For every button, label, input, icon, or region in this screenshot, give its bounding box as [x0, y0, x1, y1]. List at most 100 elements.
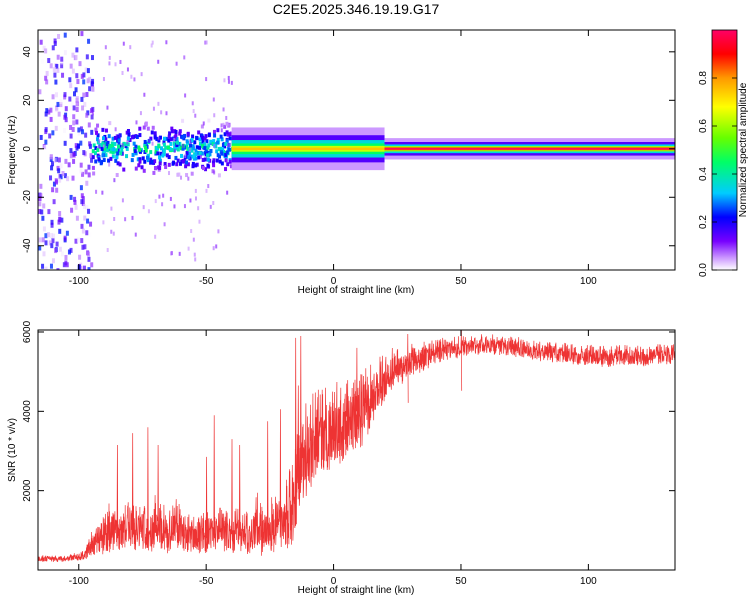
spectrogram-cell: [212, 139, 216, 144]
spectrogram-cell: [207, 133, 211, 138]
spectrogram-cell: [58, 177, 62, 183]
spectrogram-cell: [225, 150, 229, 155]
spectrogram-cell: [71, 52, 75, 58]
spectrogram-cell: [67, 162, 71, 168]
spectrogram-cell: [69, 63, 73, 69]
spectrogram-cell: [159, 151, 163, 156]
spectrogram-cell: [113, 135, 117, 140]
spectrogram-cell: [175, 137, 179, 142]
spectrogram-cell: [153, 134, 157, 139]
spectrogram-cell: [112, 147, 116, 152]
spectrogram-cell: [45, 108, 49, 114]
spectrogram-cell: [87, 267, 91, 270]
spectrogram-cell: [133, 77, 136, 82]
spectrogram-cell: [128, 137, 132, 142]
spectrogram-cell: [227, 123, 231, 128]
spectrogram-cell: [81, 196, 85, 202]
spectrogram-cell: [63, 32, 67, 38]
spectrogram-cell: [121, 198, 124, 203]
spectrogram-heatmap: [38, 31, 675, 270]
spectrogram-cell: [41, 215, 45, 221]
spectrogram-cell: [164, 145, 168, 150]
spectrogram-cell: [73, 196, 77, 202]
spectrogram-cell: [71, 151, 75, 157]
spectrogram-cell: [38, 89, 42, 95]
spectrogram-cell: [78, 254, 82, 260]
spectrogram-cell: [204, 134, 208, 139]
spectrogram-cell: [63, 50, 67, 56]
spectrogram-cell: [60, 217, 64, 223]
spectrogram-cell: [204, 167, 208, 172]
spectrogram-cell: [62, 127, 66, 133]
spectrogram-cell: [203, 136, 207, 141]
spectrogram-cell: [81, 171, 85, 177]
y-tick-label: 4000: [22, 400, 33, 423]
spectrogram-cell: [85, 205, 89, 211]
y-tick-label: -40: [22, 238, 33, 253]
spectrogram-cell: [190, 148, 194, 153]
spectrogram-cell: [42, 203, 46, 209]
y-tick-label: 0: [22, 146, 33, 152]
spectrogram-cell: [72, 120, 76, 126]
spectrogram-cell: [196, 150, 200, 155]
spectrogram-cell: [181, 118, 185, 123]
spectrogram-cell: [143, 143, 147, 148]
spectrogram-cell: [77, 127, 81, 133]
spectrogram-cell: [131, 152, 135, 157]
spectrogram-cell: [71, 68, 75, 74]
spectrogram-cell: [223, 78, 226, 83]
spectrogram-cell: [191, 101, 194, 106]
spectrogram-cell: [56, 101, 60, 107]
spectrogram-cell: [39, 183, 43, 189]
spectrogram-cell: [209, 204, 212, 209]
spectrogram-cell: [193, 252, 196, 257]
spectrogram-cell: [121, 143, 124, 148]
spectrogram-cell: [213, 113, 216, 118]
spectrogram-cell: [217, 173, 221, 178]
spectrogram-cell: [48, 240, 52, 246]
spectrogram-cell: [181, 135, 185, 140]
spectrogram-cell: [194, 151, 198, 156]
spectrogram-cell: [43, 144, 47, 150]
spectrogram-cell: [219, 134, 223, 139]
spectrogram-cell: [51, 238, 55, 244]
spectrogram-cell: [203, 157, 207, 162]
spectrogram-cell: [220, 123, 223, 128]
y-tick-label: -20: [22, 190, 33, 205]
spectrogram-cell: [194, 163, 198, 168]
spectrogram-cell: [39, 134, 43, 140]
spectrogram-cell: [63, 140, 67, 146]
spectrogram-cell: [101, 153, 105, 158]
spectrogram-cell: [185, 139, 189, 144]
spectrogram-cell: [57, 168, 61, 174]
spectrogram-cell: [101, 141, 105, 146]
spectrogram-cell: [205, 188, 208, 193]
spectrogram-cell: [110, 206, 113, 211]
spectrogram-cell: [44, 233, 48, 239]
spectrogram-cell: [206, 163, 210, 168]
spectrogram-cell: [189, 139, 192, 144]
spectrogram-cell: [175, 143, 179, 148]
spectrogram-cell: [139, 111, 142, 116]
spectrogram-cell: [72, 114, 76, 120]
spectrogram-cell: [75, 119, 79, 125]
spectrogram-cell: [205, 77, 208, 82]
spectrogram-cell: [198, 137, 202, 142]
spectrogram-axes: -100 -50 0 50 100 -40 -20 0 20 40: [22, 30, 675, 287]
spectrogram-cell: [98, 145, 101, 150]
spectrogram-cell: [90, 262, 94, 268]
spectrogram-cell: [206, 157, 210, 162]
spectrogram-cell: [224, 152, 228, 157]
spectrogram-cell: [221, 147, 225, 152]
spectrogram-cell: [194, 257, 197, 262]
spectrogram-cell: [198, 151, 202, 156]
spectrogram-cell: [136, 157, 140, 162]
spectrogram-cell: [147, 138, 150, 143]
spectrogram-cell: [47, 58, 51, 64]
spectrogram-cell: [166, 145, 170, 150]
spectrogram-cell: [173, 138, 176, 143]
spectrogram-cell: [178, 251, 181, 256]
spectrogram-cell: [153, 131, 157, 136]
spectrogram-cell: [130, 158, 134, 163]
spectrogram-cell: [185, 144, 189, 149]
